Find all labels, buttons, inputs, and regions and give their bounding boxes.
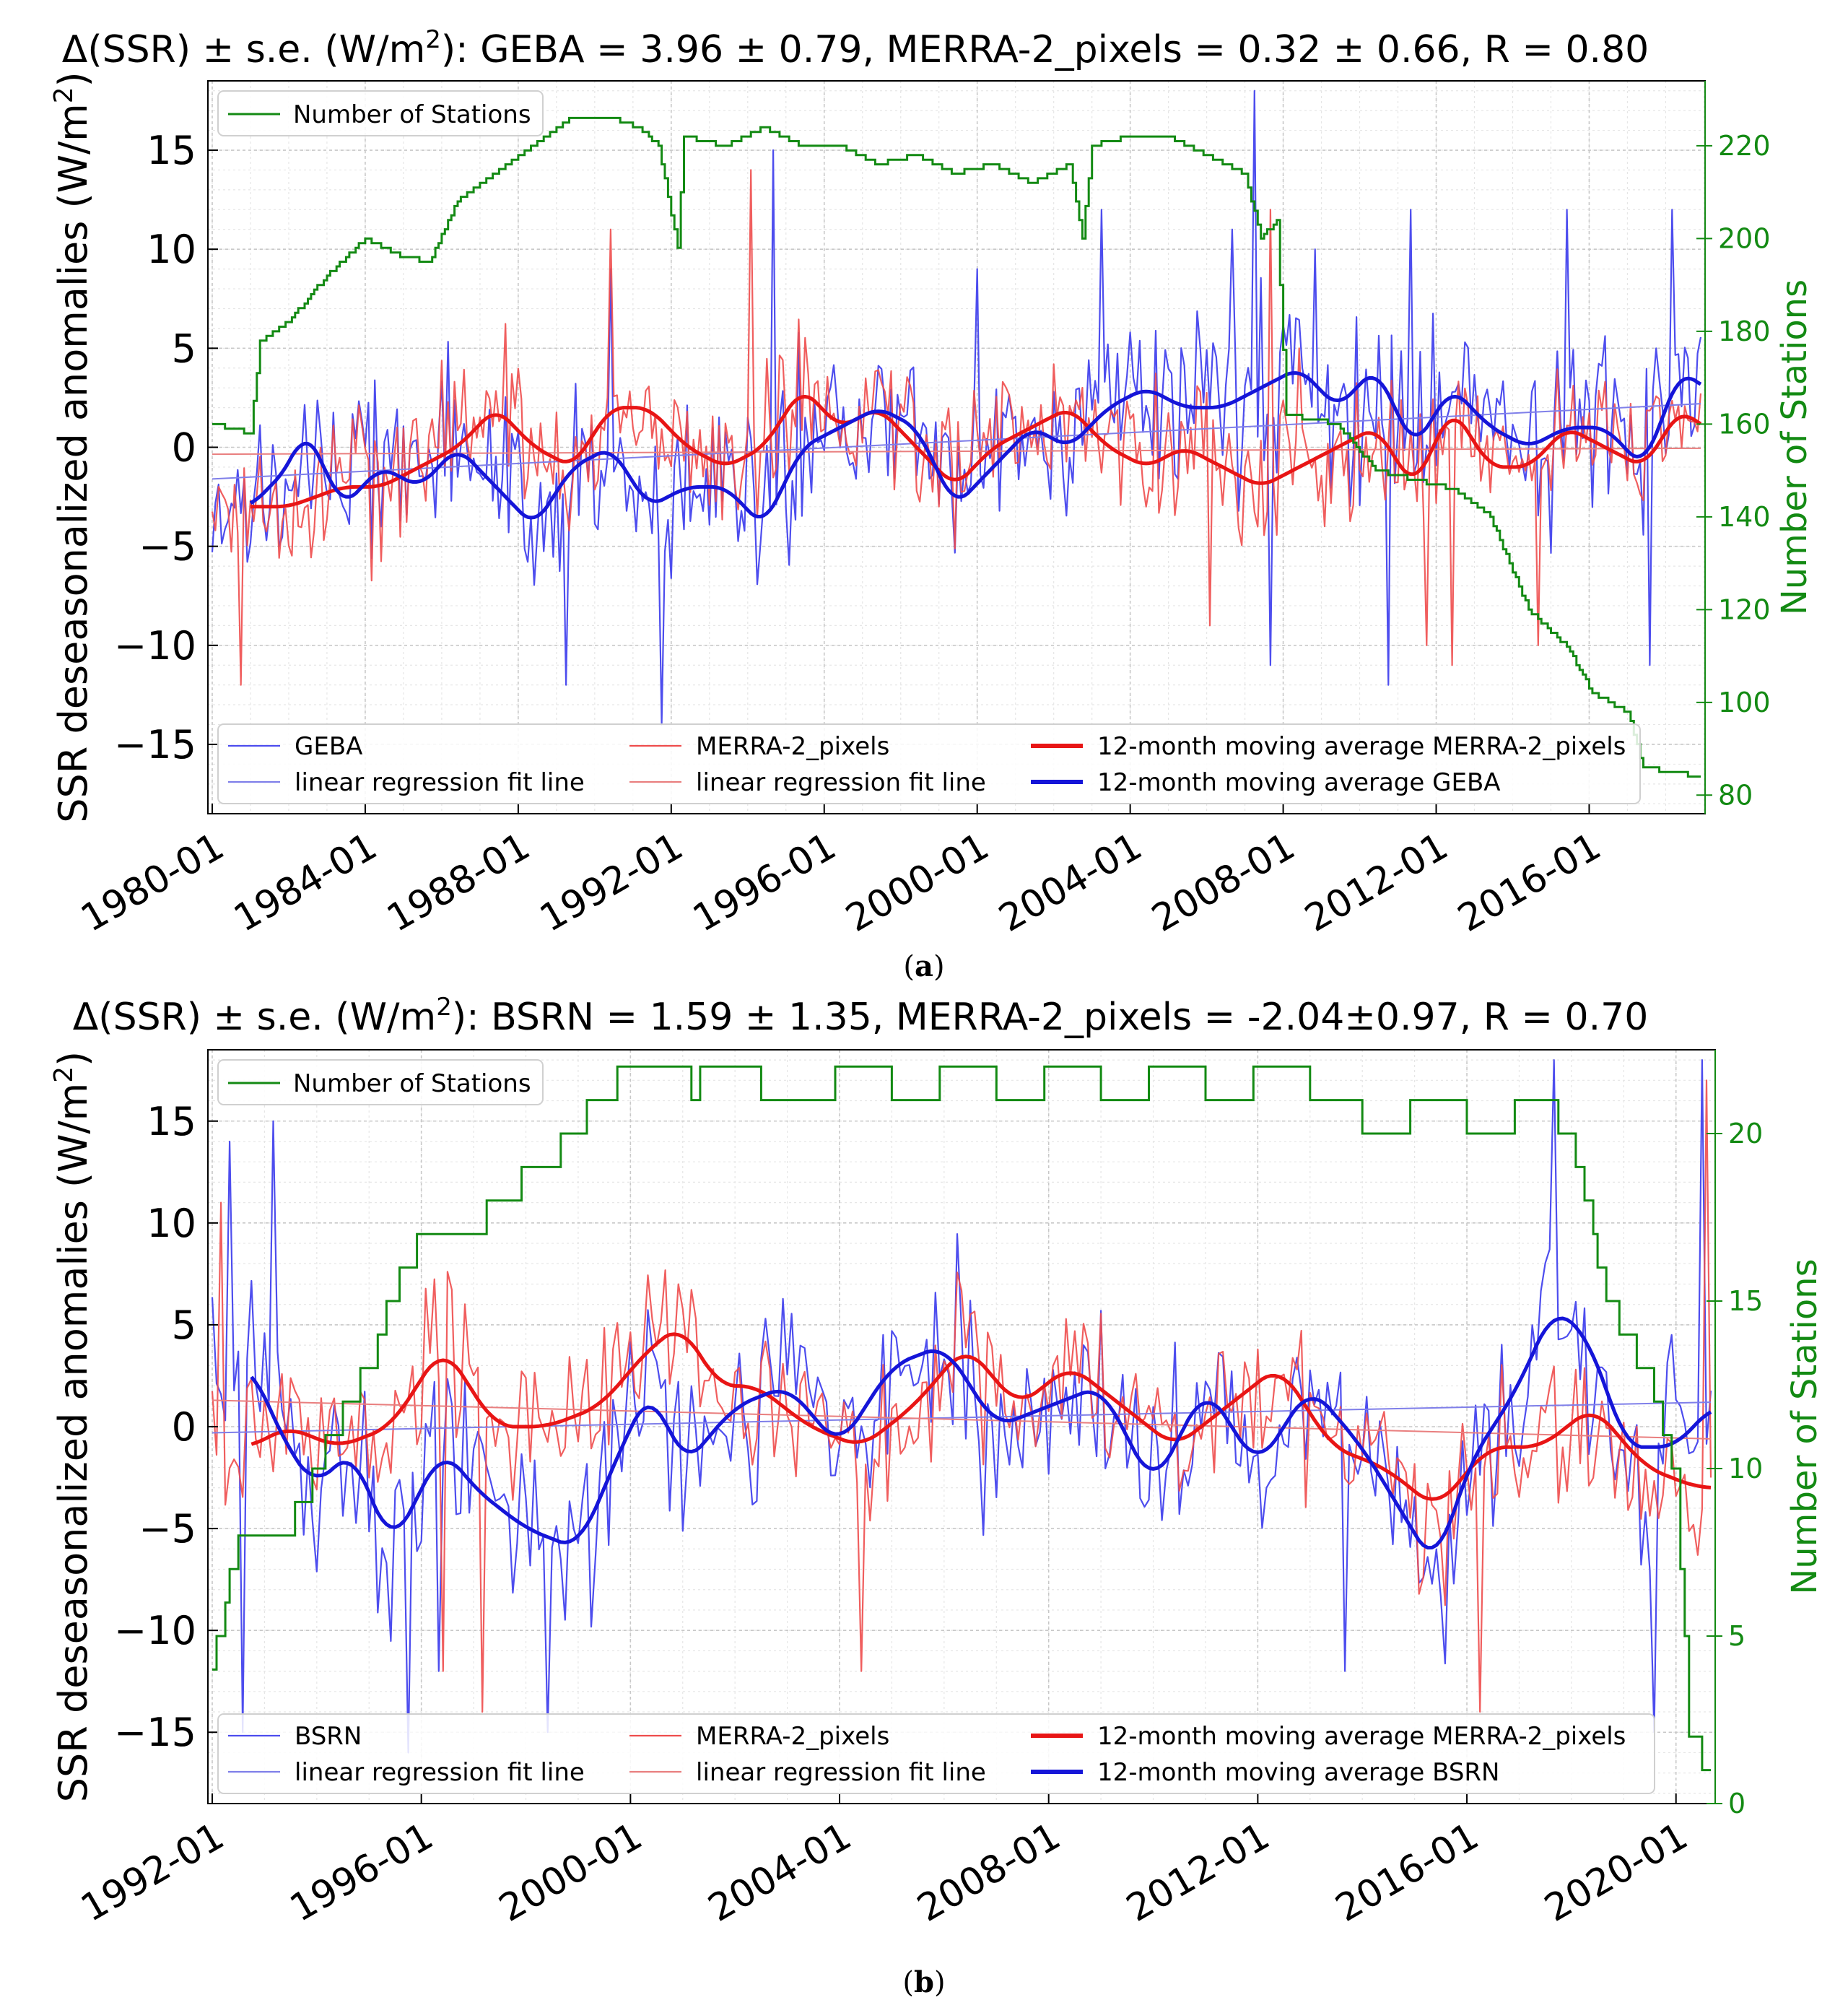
legend-label-ref_thin: BSRN [295, 1722, 362, 1751]
legend-label-ref_ma: 12-month moving average GEBA [1097, 768, 1501, 797]
grid [208, 81, 1705, 814]
caption-b: (b) [902, 1965, 946, 1999]
series-ref-moving-average [250, 1316, 1712, 1550]
series-number-of-stations [212, 1065, 1711, 1772]
y-tick-label: −5 [139, 1506, 196, 1552]
y2-axis-label: Number of Stations [1784, 1258, 1825, 1594]
y-tick-label: −15 [114, 1710, 196, 1755]
x-tick-label: 1996-01 [283, 1814, 440, 1931]
x-tick-label: 1984-01 [227, 825, 384, 941]
y2-tick-label: 160 [1718, 408, 1771, 440]
y2-tick-label: 0 [1728, 1788, 1745, 1819]
series-number-of-stations [212, 116, 1701, 778]
y-tick-label: −5 [139, 524, 196, 570]
y2-tick-label: 15 [1728, 1285, 1763, 1317]
legend-label-merra_ma: 12-month moving average MERRA-2_pixels [1097, 1722, 1626, 1751]
x-tick-label: 1988-01 [380, 825, 537, 941]
series-merra-monthly [211, 169, 1702, 686]
y2-tick-label: 140 [1718, 501, 1771, 533]
y2-tick-label: 80 [1718, 779, 1753, 811]
y-tick-label: 10 [147, 227, 196, 272]
y-tick-label: 15 [147, 128, 196, 173]
legend-stations: Number of Stations [217, 1059, 544, 1105]
x-tick-label: 2016-01 [1451, 825, 1608, 941]
x-tick-label: 2004-01 [701, 1814, 858, 1931]
caption-a-letter: a [915, 949, 933, 983]
y-tick-label: 10 [147, 1201, 196, 1246]
legend-label-merra_thin: MERRA-2_pixels [696, 1722, 889, 1751]
y2-tick-label: 120 [1718, 593, 1771, 625]
chart-title: Δ(SSR) ± s.e. (W/m2): BSRN = 1.59 ± 1.35… [73, 993, 1649, 1039]
y2-tick-label: 10 [1728, 1453, 1763, 1484]
plot-area [211, 1059, 1712, 1772]
x-tick-label: 2004-01 [992, 825, 1149, 941]
chart-b: Δ(SSR) ± s.e. (W/m2): BSRN = 1.59 ± 1.35… [49, 993, 1825, 1931]
x-tick-label: 2008-01 [910, 1814, 1068, 1931]
caption-a: (a) [903, 949, 945, 983]
y-tick-label: −15 [114, 722, 196, 767]
legend-stations-label: Number of Stations [293, 1069, 531, 1098]
legend-stations-box [217, 1059, 544, 1105]
regression-line-merra [212, 1399, 1712, 1440]
x-tick-label: 1980-01 [74, 825, 231, 941]
y-tick-label: 15 [147, 1099, 196, 1144]
x-tick-label: 1992-01 [74, 1814, 231, 1931]
series-merra-moving-average [250, 394, 1702, 509]
x-tick-label: 2000-01 [839, 825, 996, 941]
x-tick-label: 2012-01 [1298, 825, 1455, 941]
y2-tick-label: 220 [1718, 130, 1771, 162]
legend-main-box [217, 1713, 1655, 1794]
series-ref-moving-average [249, 371, 1702, 520]
legend-label-merra_ma: 12-month moving average MERRA-2_pixels [1097, 732, 1626, 761]
caption-b-letter: b [914, 1965, 934, 1999]
y2-tick-label: 180 [1718, 316, 1771, 347]
legend-label-reg_ref: linear regression fit line [295, 768, 585, 797]
y-tick-label: 0 [172, 1404, 196, 1450]
legend-label-ref_thin: GEBA [295, 732, 362, 761]
y2-axis-label: Number of Stations [1774, 279, 1815, 615]
chart-a: Δ(SSR) ± s.e. (W/m2): GEBA = 3.96 ± 0.79… [49, 25, 1815, 941]
y-tick-label: −10 [114, 1608, 196, 1653]
legend-main: GEBA linear regression fit line MERRA-2_pi… [217, 723, 1641, 804]
y-tick-label: 0 [172, 425, 196, 471]
x-tick-label: 2000-01 [492, 1814, 650, 1931]
regression-line-ref [212, 1401, 1712, 1434]
x-tick-label: 2020-01 [1538, 1814, 1695, 1931]
legend-label-reg_ref: linear regression fit line [295, 1758, 585, 1787]
y-tick-label: 5 [172, 1302, 196, 1348]
y2-tick-label: 100 [1718, 687, 1771, 718]
y-axis-label: SSR deseasonalized anomalies (W/m2) [49, 1051, 96, 1803]
legend-main-box [217, 723, 1641, 804]
legend-stations-label: Number of Stations [293, 100, 531, 129]
legend-label-reg_merra: linear regression fit line [696, 768, 986, 797]
x-tick-label: 2016-01 [1328, 1814, 1486, 1931]
regression-line-ref [212, 403, 1701, 480]
x-tick-label: 1996-01 [686, 825, 843, 941]
y2-tick-label: 200 [1718, 222, 1771, 254]
legend-stations: Number of Stations [217, 90, 544, 136]
y2-tick-label: 5 [1728, 1620, 1745, 1652]
y-axis-label: SSR deseasonalized anomalies (W/m2) [49, 71, 96, 823]
legend-stations-box [217, 90, 544, 136]
plot-area [211, 90, 1702, 778]
y-tick-label: −10 [114, 623, 196, 669]
y-tick-label: 5 [172, 326, 196, 371]
legend-label-merra_thin: MERRA-2_pixels [696, 732, 889, 761]
chart-title: Δ(SSR) ± s.e. (W/m2): GEBA = 3.96 ± 0.79… [62, 25, 1649, 71]
x-tick-label: 2012-01 [1120, 1814, 1277, 1931]
y2-tick-label: 20 [1728, 1118, 1763, 1149]
legend-label-reg_merra: linear regression fit line [696, 1758, 986, 1787]
legend-main: BSRN linear regression fit line MERRA-2_pi… [217, 1713, 1655, 1794]
legend-label-ref_ma: 12-month moving average BSRN [1097, 1758, 1499, 1787]
x-tick-label: 1992-01 [533, 825, 690, 941]
x-tick-label: 2008-01 [1145, 825, 1302, 941]
series-merra-monthly [211, 1079, 1712, 1713]
